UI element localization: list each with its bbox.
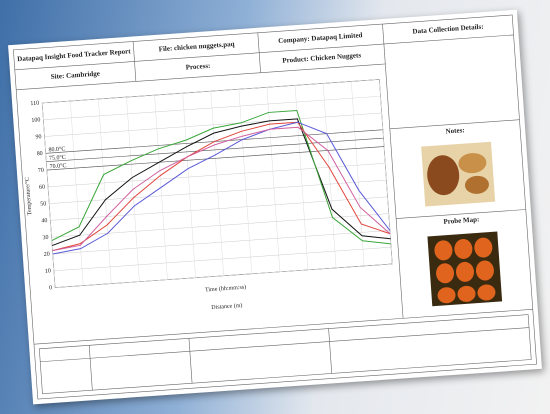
y-tick-label: 100 [31,117,40,124]
probe-map-photo [427,231,503,307]
product: Product: Chicken Nuggets [282,51,361,64]
series-line [52,121,391,252]
file-name: File: chicken nuggets.paq [158,40,235,53]
y-tick-label: 70 [38,168,44,174]
results-table [38,314,532,394]
rule [132,41,137,82]
site: Site: Cambridge [51,70,101,81]
rule [396,209,526,219]
y-tick-label: 30 [42,235,48,241]
details-title: Data Collection Details: [412,23,484,36]
series-line [51,109,391,245]
y-tick-label: 60 [39,184,45,190]
grid-line [210,91,224,276]
grid-line [41,102,56,288]
report-paper: Datapaq Insight Food Tracker Report File… [8,9,542,405]
threshold-label: 80.0°C [48,145,65,153]
rule [382,24,404,319]
threshold-label: 75.0°C [49,154,66,162]
grid-line [294,85,309,270]
y-tick-label: 90 [35,134,41,140]
rule [389,119,520,130]
rule [33,308,533,345]
grid-line [351,81,365,266]
y-tick-label: 20 [44,252,50,258]
y-tick-label: 110 [30,101,39,108]
y-tick-label: 40 [41,218,47,224]
y-axis-label: Temperature/°C [24,177,34,216]
rule [257,32,261,73]
x2-axis-label: Distance (m) [211,302,243,311]
probe-map-title: Probe Map: [443,215,479,225]
grid-line [70,101,84,286]
grid-line [379,79,393,264]
border [13,14,537,400]
y-tick-label: 10 [45,268,51,274]
report-title: Datapaq Insight Food Tracker Report [17,47,132,63]
food-photo [421,141,496,207]
process: Process: [185,62,210,72]
grid-line [266,87,281,272]
y-tick-label: 80 [37,151,43,157]
series-line [51,118,391,247]
x-axis-label: Time (hh:mm:ss) [205,284,247,294]
rule [16,63,386,91]
grid-line [98,99,112,284]
rule [14,34,514,71]
grid-line [182,93,196,278]
threshold-line [46,137,384,163]
notes-title: Notes: [445,126,465,135]
grid-line [238,89,253,274]
grid-line [322,83,337,268]
company: Company: Datapaq Limited [278,31,363,45]
report: Datapaq Insight Food Tracker Report File… [13,14,537,400]
threshold-label: 70.0°C [49,162,66,170]
y-tick-label: 50 [40,201,46,207]
series-line [52,121,391,255]
series-line [52,126,391,252]
y-tick-label: 0 [49,285,52,291]
